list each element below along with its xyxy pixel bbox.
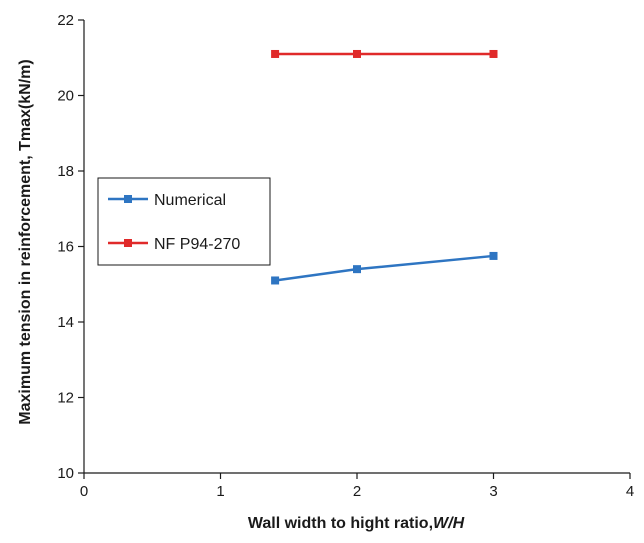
x-axis-title-text: Wall width to hight ratio, (248, 515, 433, 532)
series-0-point (489, 251, 498, 260)
x-tick-label: 2 (353, 483, 361, 500)
series-1-point (489, 49, 498, 58)
series-0-point (353, 265, 361, 274)
legend: Numerical NF P94-270 (97, 177, 271, 266)
legend-label-nfp94: NF P94-270 (154, 236, 240, 253)
x-tick-label: 1 (216, 483, 224, 500)
series-0-point (271, 276, 280, 285)
x-axis-title-variable: W/H (433, 515, 465, 532)
legend-label-numerical: Numerical (154, 192, 226, 209)
y-ticks: 10 12 14 16 18 20 22 (57, 12, 84, 482)
x-tick-label: 0 (80, 483, 88, 500)
legend-item-numerical: Numerical (108, 192, 226, 209)
x-ticks: 0 1 2 3 4 (80, 473, 634, 500)
legend-marker-nfp94 (124, 239, 132, 247)
series-0-line (274, 254, 494, 282)
y-tick-label: 20 (57, 88, 74, 105)
y-tick-label: 14 (57, 314, 74, 331)
legend-marker-numerical (124, 195, 132, 203)
y-axis-title: Maximum tension in reinforcement, Tmax(k… (17, 59, 34, 424)
x-tick-label: 4 (626, 483, 634, 500)
series-1-point (353, 49, 361, 58)
y-tick-label: 12 (57, 390, 74, 407)
x-tick-label: 3 (489, 483, 497, 500)
y-tick-label: 18 (57, 163, 74, 180)
series-layer (271, 49, 498, 285)
series-1-point (271, 49, 280, 58)
x-axis-title: Wall width to hight ratio,W/H (248, 515, 465, 532)
y-tick-label: 22 (57, 12, 74, 29)
legend-box (97, 177, 271, 266)
legend-item-nfp94: NF P94-270 (108, 236, 240, 253)
y-tick-label: 16 (57, 239, 74, 256)
y-tick-label: 10 (57, 465, 74, 482)
